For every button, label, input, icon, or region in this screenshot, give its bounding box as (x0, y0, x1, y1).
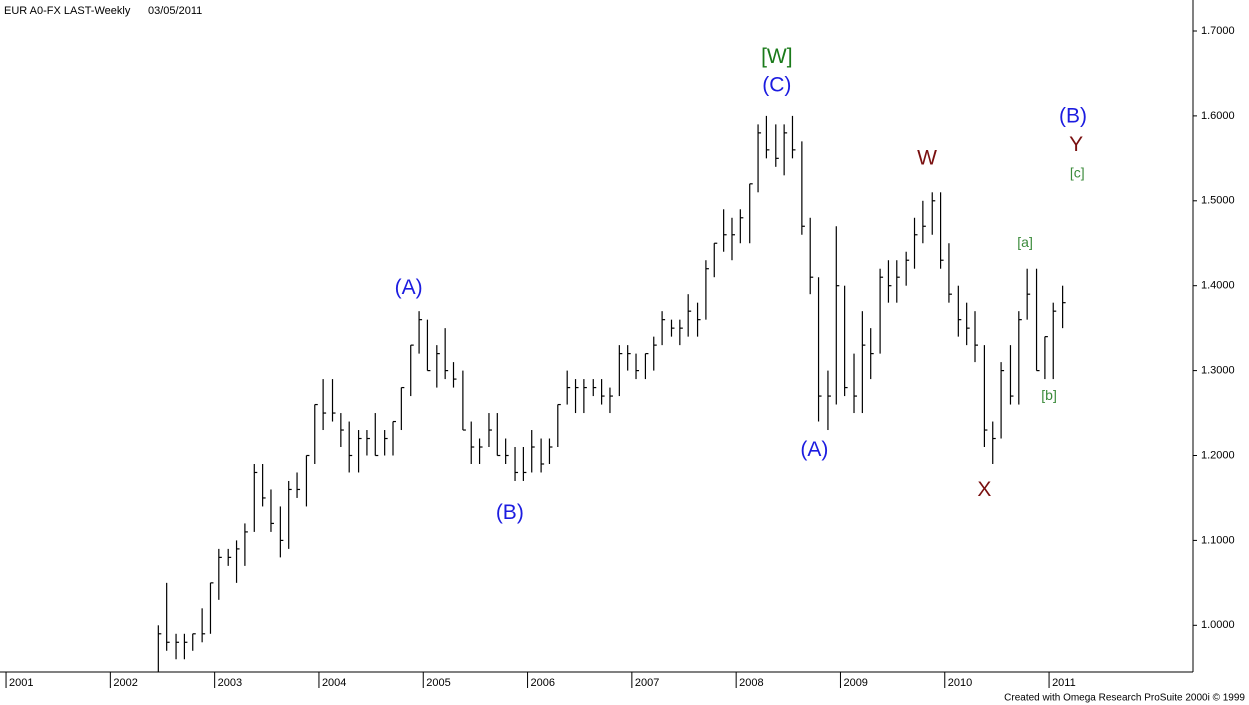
x-tick-label: 2004 (322, 677, 346, 689)
wave-label: Y (1069, 133, 1083, 156)
x-tick-label: 2005 (426, 677, 450, 689)
x-tick-label: 2007 (635, 677, 659, 689)
wave-label: [W] (761, 45, 793, 68)
footer: Created with Omega Research ProSuite 200… (1004, 693, 1245, 704)
wave-label: [c] (1070, 164, 1085, 180)
x-tick-label: 2003 (218, 677, 242, 689)
wave-label: (A) (395, 276, 423, 299)
wave-label: (C) (762, 74, 791, 97)
wave-label: (A) (800, 438, 828, 461)
wave-label: (B) (1059, 104, 1087, 127)
x-tick-label: 2008 (739, 677, 763, 689)
wave-label: X (977, 478, 991, 501)
y-tick-label: 1.2000 (1201, 449, 1235, 461)
x-tick-label: 2011 (1052, 677, 1076, 689)
wave-label: [b] (1041, 387, 1057, 403)
y-tick-label: 1.1000 (1201, 534, 1235, 546)
x-tick-label: 2009 (843, 677, 867, 689)
y-tick-label: 1.0000 (1201, 619, 1235, 631)
y-tick-label: 1.5000 (1201, 195, 1235, 207)
x-tick-label: 2002 (113, 677, 137, 689)
y-tick-label: 1.7000 (1201, 25, 1235, 37)
chart-title: EUR A0-FX LAST-Weekly (4, 5, 131, 17)
x-tick-label: 2010 (948, 677, 972, 689)
wave-label: (B) (496, 501, 524, 524)
y-tick-label: 1.6000 (1201, 110, 1235, 122)
y-tick-label: 1.3000 (1201, 365, 1235, 377)
chart-date: 03/05/2011 (148, 5, 202, 17)
x-tick-label: 2006 (531, 677, 555, 689)
wave-label: [a] (1017, 234, 1033, 250)
y-tick-label: 1.4000 (1201, 280, 1235, 292)
x-tick-label: 2001 (9, 677, 33, 689)
wave-label: W (917, 147, 937, 170)
